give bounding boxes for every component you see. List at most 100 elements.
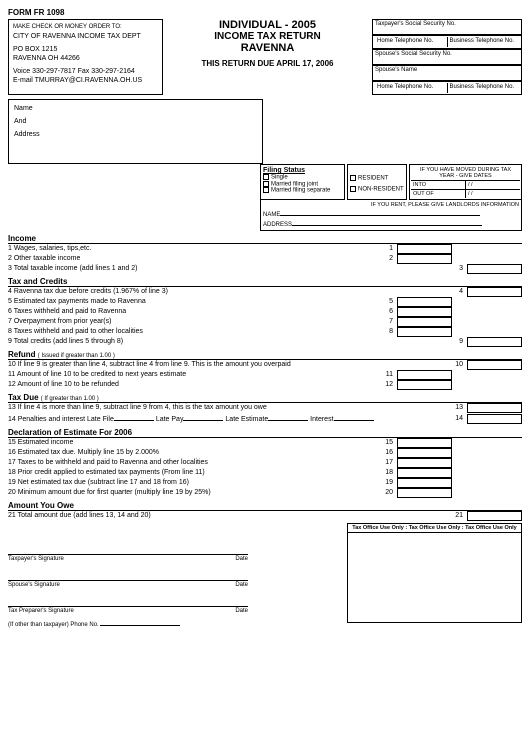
addr-l4: RAVENNA OH 44266 xyxy=(13,54,158,63)
line-13: 13 If line 4 is more than line 9, subtra… xyxy=(8,403,453,413)
tax-office-box: Tax Office Use Only : Tax Office Use Onl… xyxy=(347,523,522,623)
declaration-header: Declaration of Estimate For 2006 xyxy=(8,428,522,438)
line-20-box[interactable] xyxy=(397,488,452,498)
line-17-box[interactable] xyxy=(397,458,452,468)
payee-address-box: MAKE CHECK OR MONEY ORDER TO: CITY OF RA… xyxy=(8,19,163,95)
single-label: Single xyxy=(271,175,288,181)
line-1-box[interactable] xyxy=(397,244,452,254)
bus-tel-box-2[interactable]: Business Telephone No. xyxy=(448,83,520,93)
line-12-box[interactable] xyxy=(397,380,452,390)
addr-l2: CITY OF RAVENNA INCOME TAX DEPT xyxy=(13,32,158,41)
line-4-box[interactable] xyxy=(467,287,522,297)
addr-l5: Voice 330-297-7817 Fax 330-297-2164 xyxy=(13,67,158,76)
line-20: 20 Minimum amount due for first quarter … xyxy=(8,488,383,498)
line-11: 11 Amount of line 10 to be credited to n… xyxy=(8,370,383,380)
filing-header: Filing Status xyxy=(263,167,342,174)
outof-date[interactable]: / / xyxy=(466,190,520,198)
line-13-box[interactable] xyxy=(467,403,522,413)
line-15-box[interactable] xyxy=(397,438,452,448)
taxpayer-sig-line[interactable]: Taxpayer's SignatureDate xyxy=(8,554,248,562)
line-10: 10 If line 9 is greater than line 4, sub… xyxy=(8,360,453,370)
line-19: 19 Net estimated tax due (subtract line … xyxy=(8,478,383,488)
office-header: Tax Office Use Only : Tax Office Use Onl… xyxy=(348,524,521,533)
home-tel-box[interactable]: Home Telephone No. xyxy=(375,37,448,47)
line-17: 17 Taxes to be withheld and paid to Rave… xyxy=(8,458,383,468)
single-checkbox[interactable] xyxy=(263,174,269,180)
spouse-sig-line[interactable]: Spouse's SignatureDate xyxy=(8,580,248,588)
line-2-box[interactable] xyxy=(397,254,452,264)
name-address-box[interactable]: Name And Address xyxy=(8,99,263,164)
line-10-box[interactable] xyxy=(467,360,522,370)
resident-checkbox[interactable] xyxy=(350,175,356,181)
line-16-box[interactable] xyxy=(397,448,452,458)
line-18-box[interactable] xyxy=(397,468,452,478)
line-6-box[interactable] xyxy=(397,307,452,317)
move-header: IF YOU HAVE MOVED DURING TAX YEAR - GIVE… xyxy=(411,166,520,181)
preparer-sig-line[interactable]: Tax Preparer's SignatureDate xyxy=(8,606,248,614)
line-18: 18 Prior credit applied to estimated tax… xyxy=(8,468,383,478)
line-9-box[interactable] xyxy=(467,337,522,347)
line-12: 12 Amount of line 10 to be refunded xyxy=(8,380,383,390)
line-4: 4 Ravenna tax due before credits (1.967%… xyxy=(8,287,453,297)
line-3: 3 Total taxable income (add lines 1 and … xyxy=(8,264,453,274)
spouse-name-box[interactable]: Spouse's Name xyxy=(372,65,522,81)
line-7-box[interactable] xyxy=(397,317,452,327)
landlord-box: IF YOU RENT, PLEASE GIVE LANDLORDS INFOR… xyxy=(260,200,522,231)
move-dates-box: IF YOU HAVE MOVED DURING TAX YEAR - GIVE… xyxy=(409,164,522,200)
mfj-checkbox[interactable] xyxy=(263,181,269,187)
mfs-label: Married filing separate xyxy=(271,188,330,194)
addr-l6: E-mail TMURRAY@CI.RAVENNA.OH.US xyxy=(13,76,158,85)
line-5-box[interactable] xyxy=(397,297,452,307)
line-21: 21 Total amount due (add lines 13, 14 an… xyxy=(8,511,453,521)
line-11-box[interactable] xyxy=(397,370,452,380)
line-21-box[interactable] xyxy=(467,511,522,521)
line-19-box[interactable] xyxy=(397,478,452,488)
line-14-box[interactable] xyxy=(467,414,522,424)
nonresident-label: NON-RESIDENT xyxy=(358,186,404,192)
home-tel-box-2[interactable]: Home Telephone No. xyxy=(375,83,448,93)
form-title: INDIVIDUAL - 2005 INCOME TAX RETURN RAVE… xyxy=(168,19,367,95)
taxdue-header: Tax Due ( If greater than 1.00 ) xyxy=(8,393,522,403)
line-8: 8 Taxes withheld and paid to other local… xyxy=(8,327,383,337)
resident-label: RESIDENT xyxy=(358,176,388,182)
form-number: FORM FR 1098 xyxy=(8,8,522,17)
nonresident-checkbox[interactable] xyxy=(350,186,356,192)
line-1: 1 Wages, salaries, tips,etc. xyxy=(8,244,383,254)
into-date[interactable]: / / xyxy=(466,181,520,189)
line-5: 5 Estimated tax payments made to Ravenna xyxy=(8,297,383,307)
preparer-phone: (If other than taxpayer) Phone No. xyxy=(8,618,248,628)
line-6: 6 Taxes withheld and paid to Ravenna xyxy=(8,307,383,317)
mfs-checkbox[interactable] xyxy=(263,187,269,193)
title-2: INCOME TAX RETURN xyxy=(168,31,367,42)
line-2: 2 Other taxable income xyxy=(8,254,383,264)
residency-box: RESIDENT NON-RESIDENT xyxy=(347,164,407,200)
refund-header: Refund ( Issued if greater than 1.00 ) xyxy=(8,350,522,360)
line-9: 9 Total credits (add lines 5 through 8) xyxy=(8,337,453,347)
addr-l1: MAKE CHECK OR MONEY ORDER TO: xyxy=(13,24,158,32)
title-4: THIS RETURN DUE APRIL 17, 2006 xyxy=(168,59,367,68)
bus-tel-box[interactable]: Business Telephone No. xyxy=(448,37,520,47)
tax-credits-header: Tax and Credits xyxy=(8,277,522,287)
income-header: Income xyxy=(8,234,522,244)
landlord-name-input[interactable] xyxy=(280,208,480,216)
phone-input[interactable] xyxy=(100,618,180,626)
line-14: 14 Penalties and interest Late File Late… xyxy=(8,413,453,425)
landlord-addr-input[interactable] xyxy=(292,218,482,226)
addr-l3: PO BOX 1215 xyxy=(13,45,158,54)
into-label: INTO xyxy=(411,181,466,189)
and-label: And xyxy=(14,118,257,125)
title-1: INDIVIDUAL - 2005 xyxy=(168,19,367,31)
spouse-ssn-box[interactable]: Spouse's Social Security No. xyxy=(372,49,522,65)
line-8-box[interactable] xyxy=(397,327,452,337)
filing-status-box: Filing Status Single Married filing join… xyxy=(260,164,345,200)
ssn-box[interactable]: Taxpayer's Social Security No. xyxy=(372,19,522,35)
line-7: 7 Overpayment from prior year(s) xyxy=(8,317,383,327)
title-3: RAVENNA xyxy=(168,42,367,54)
line-3-box[interactable] xyxy=(467,264,522,274)
outof-label: OUT OF xyxy=(411,190,466,198)
address-label: Address xyxy=(14,131,257,138)
line-15: 15 Estimated income xyxy=(8,438,383,448)
landlord-addr-label: ADDRESS xyxy=(263,222,292,228)
line-16: 16 Estimated tax due. Multiply line 15 b… xyxy=(8,448,383,458)
amount-owe-header: Amount You Owe xyxy=(8,501,522,511)
